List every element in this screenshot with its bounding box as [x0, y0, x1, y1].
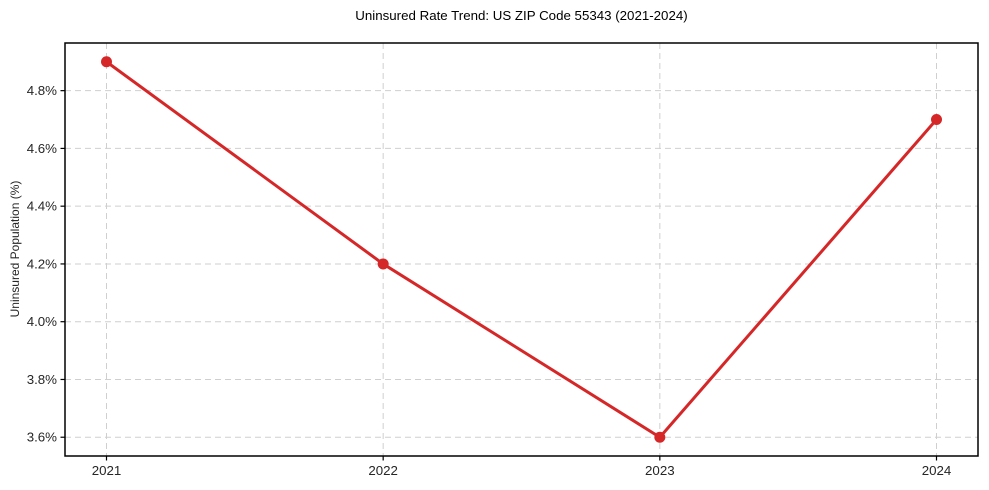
- x-tick-label: 2022: [368, 463, 398, 478]
- x-tick-label: 2021: [92, 463, 122, 478]
- y-tick-label: 4.4%: [27, 199, 57, 214]
- data-point-2021: [101, 56, 112, 68]
- data-point-2023: [654, 431, 666, 443]
- trend-line: [105, 60, 938, 439]
- y-tick-label: 4.0%: [27, 314, 57, 329]
- chart-title: Uninsured Rate Trend: US ZIP Code 55343 …: [355, 8, 688, 23]
- y-tick-label: 4.6%: [27, 141, 57, 156]
- y-tick-label: 4.2%: [27, 256, 57, 271]
- data-point-2024: [931, 114, 942, 126]
- x-tick-label: 2023: [645, 463, 675, 478]
- plot-border: [64, 42, 979, 457]
- y-tick-label: 4.8%: [27, 83, 57, 98]
- data-point-2022: [377, 258, 389, 270]
- y-tick-label: 3.8%: [27, 372, 57, 387]
- y-tick-label: 3.6%: [27, 430, 57, 445]
- x-tick-label: 2024: [922, 463, 952, 478]
